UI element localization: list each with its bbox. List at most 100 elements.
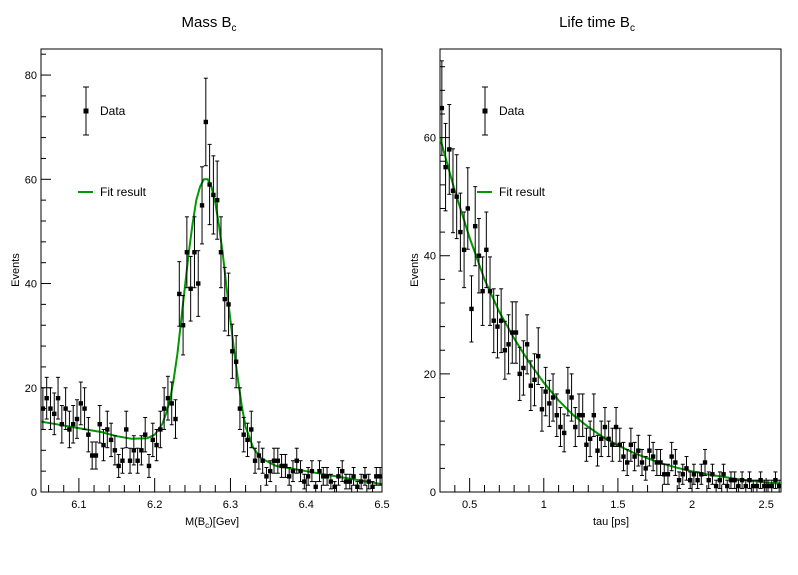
marker: [569, 395, 574, 400]
mass-y-axis-label: Events: [10, 253, 22, 287]
marker: [150, 437, 155, 443]
marker: [628, 442, 634, 447]
mass-data-point: [93, 441, 99, 470]
marker: [377, 474, 383, 479]
lifetime-data-point: [687, 471, 693, 489]
marker: [116, 463, 121, 469]
marker: [713, 483, 719, 489]
lifetime-data-point: [747, 471, 752, 489]
marker: [97, 422, 102, 427]
lifetime-data-point: [469, 275, 474, 343]
lifetime-data-point: [439, 60, 445, 156]
lifetime-data-point: [521, 340, 526, 396]
lifetime-data-point: [684, 456, 689, 481]
lifetime-panel: Life time Bc 0 20 40 60 0.5 1 1.5 2 2.5 Events t…: [409, 14, 782, 528]
marker: [59, 422, 65, 427]
marker: [211, 192, 216, 198]
marker: [580, 413, 585, 418]
marker: [754, 483, 760, 489]
mass-data-point: [268, 460, 273, 483]
y-tick-label: 40: [424, 251, 436, 263]
mass-data-point: [142, 416, 148, 453]
lifetime-data-point: [495, 294, 500, 359]
mass-data-point: [188, 255, 193, 322]
marker: [658, 460, 663, 465]
marker: [131, 448, 137, 453]
mass-data-point: [264, 467, 269, 486]
mass-data-point: [271, 447, 277, 474]
mass-data-point: [302, 473, 307, 490]
mass-legend: Data Fit result: [78, 86, 147, 199]
lifetime-data-point: [480, 256, 485, 326]
marker: [264, 474, 269, 479]
marker: [328, 479, 334, 484]
lifetime-data-point: [510, 301, 515, 364]
mass-data-point: [347, 473, 352, 490]
marker: [513, 330, 519, 335]
mass-data-point: [177, 261, 182, 327]
mass-data-point: [309, 460, 315, 483]
lifetime-data-point: [561, 413, 567, 453]
marker: [222, 296, 227, 302]
lifetime-data-point: [636, 434, 641, 467]
lifetime-data-point: [710, 463, 715, 485]
marker: [736, 483, 741, 489]
mass-data-point: [377, 467, 383, 486]
marker: [584, 442, 589, 447]
marker: [207, 182, 212, 187]
lifetime-axes: 0 20 40 60 0.5 1 1.5 2 2.5: [424, 66, 782, 511]
mass-data-point: [180, 295, 186, 356]
marker: [245, 437, 250, 443]
lifetime-data-point: [565, 366, 571, 417]
marker: [550, 395, 556, 400]
marker: [226, 302, 231, 307]
lifetime-data-point: [728, 471, 734, 489]
lifetime-data-point: [524, 314, 530, 375]
marker: [528, 383, 534, 388]
mass-data-point: [203, 77, 209, 167]
mass-data-point: [150, 422, 155, 458]
mass-marks: [40, 77, 383, 492]
mass-data-point: [86, 416, 91, 453]
lifetime-data-point: [721, 463, 726, 485]
marker: [617, 442, 622, 447]
marker: [547, 401, 552, 406]
lifetime-data-point: [476, 218, 482, 294]
marker: [362, 474, 368, 479]
mass-data-point: [351, 467, 356, 486]
x-tick-label: 6.3: [223, 499, 238, 511]
lifetime-data-point: [484, 211, 489, 289]
marker: [543, 389, 548, 394]
marker: [290, 468, 296, 474]
mass-data-point: [82, 387, 87, 430]
marker: [532, 377, 537, 382]
marker: [721, 472, 726, 477]
marker: [606, 436, 611, 442]
mass-data-point: [169, 381, 174, 426]
lifetime-data-point: [569, 373, 574, 422]
marker: [665, 472, 671, 477]
marker: [591, 413, 597, 418]
lifetime-data-point: [769, 479, 774, 492]
marker: [374, 474, 379, 479]
mass-data-point: [120, 447, 125, 474]
lifetime-data-point: [473, 186, 478, 267]
lifetime-y-axis-label: Events: [409, 253, 421, 287]
mass-data-point: [275, 447, 281, 474]
mass-data-point: [78, 381, 83, 426]
mass-data-point: [161, 387, 167, 430]
marker: [498, 318, 504, 323]
lifetime-data-point: [773, 471, 778, 489]
marker: [313, 484, 318, 489]
mass-data-point: [196, 250, 201, 317]
lifetime-data-point: [576, 393, 582, 437]
mass-data-point: [124, 410, 129, 449]
mass-data-point: [158, 410, 163, 449]
lifetime-data-point: [517, 346, 522, 401]
marker: [751, 483, 756, 489]
marker: [305, 474, 311, 479]
marker: [484, 247, 489, 253]
lifetime-data-point: [443, 122, 448, 212]
marker: [473, 224, 478, 229]
lifetime-data-point: [573, 407, 578, 448]
